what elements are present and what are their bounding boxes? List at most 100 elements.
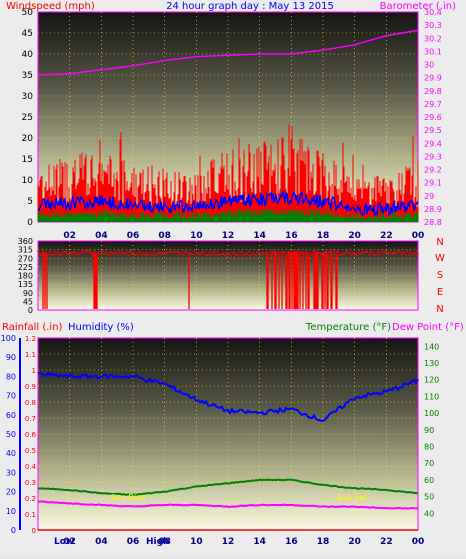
barometer-tick-label: 29 — [424, 192, 434, 201]
time-tick-label: 08 — [158, 537, 171, 547]
humidity-axis: 0 10 20 30 40 50 60 70 80 90 100 — [1, 334, 21, 535]
humidity-tick-label: 100 — [1, 334, 16, 343]
time-tick-label: 04 — [95, 537, 108, 547]
temperature-panel-time-axis: 02 04 06 08 10 12 14 16 18 20 22 00 — [63, 537, 424, 547]
barometer-tick-label: 29.2 — [424, 166, 442, 175]
windspeed-tick-label: 50 — [22, 8, 34, 18]
windspeed-average-series — [37, 189, 419, 216]
compass-label: W — [435, 253, 445, 264]
direction-series — [37, 249, 419, 310]
windspeed-tick-label: 15 — [22, 155, 33, 165]
rainfall-tick-label: 0.9 — [25, 383, 36, 391]
windspeed-tick-label: 10 — [22, 176, 34, 186]
rainfall-tick-label: 0.5 — [25, 447, 36, 455]
time-tick-label: 10 — [190, 537, 203, 547]
compass-label: S — [437, 270, 443, 281]
temperature-tick-label: 100 — [424, 409, 439, 418]
barometer-tick-label: 30.1 — [424, 47, 442, 56]
header-windspeed-label: Windspeed (mph) — [6, 1, 95, 12]
rainfall-tick-label: 1 — [32, 367, 36, 375]
direction-tick-label: 225 — [18, 263, 33, 272]
humidity-tick-label: 40 — [6, 449, 16, 458]
time-tick-label: 02 — [63, 231, 76, 241]
rainfall-tick-label: 0.8 — [25, 399, 36, 407]
time-tick-label: 22 — [380, 537, 393, 547]
wind-panel-series — [37, 29, 419, 222]
humidity-tick-label: 10 — [6, 507, 16, 516]
time-tick-label: 18 — [317, 537, 330, 547]
temperature-tick-label: 90 — [424, 426, 434, 435]
windspeed-tick-label: 45 — [22, 29, 33, 39]
rainfall-tick-label: 0.6 — [25, 431, 37, 439]
windspeed-tick-label: 40 — [22, 50, 34, 60]
wind-panel-time-axis: 02 04 06 08 10 12 14 16 18 20 22 00 — [63, 231, 424, 241]
sunrise-label: Sun Rise — [111, 493, 146, 502]
time-tick-label: 20 — [348, 231, 361, 241]
windspeed-low-series — [37, 207, 419, 222]
rainfall-tick-label: 1.2 — [25, 335, 36, 343]
rainfall-tick-label: 0.7 — [25, 415, 36, 423]
time-tick-label: 12 — [222, 537, 235, 547]
humidity-label: Humidity (%) — [68, 322, 134, 333]
direction-tick-label: 360 — [18, 237, 33, 246]
rainfall-tick-label: 0.1 — [25, 511, 36, 519]
barometer-tick-label: 29.1 — [424, 179, 442, 188]
temperature-tick-label: 70 — [424, 459, 434, 468]
low-marker-label: Low — [54, 537, 74, 547]
windspeed-tick-label: 30 — [22, 92, 34, 102]
time-tick-label: 00 — [412, 537, 425, 547]
humidity-tick-label: 0 — [11, 526, 16, 535]
time-tick-label: 06 — [127, 231, 140, 241]
temperature-tick-label: 140 — [424, 342, 439, 351]
rainfall-tick-label: 1.1 — [25, 351, 36, 359]
direction-tick-label: 45 — [23, 297, 33, 306]
high-marker-label: High — [146, 537, 169, 547]
time-tick-label: 14 — [253, 231, 266, 241]
temperature-series — [37, 478, 419, 496]
windspeed-tick-label: 35 — [22, 71, 33, 81]
temperature-axis: 40 50 60 70 80 90 100 110 120 130 140 — [424, 342, 439, 518]
barometer-tick-label: 28.8 — [424, 218, 442, 227]
direction-panel-grid — [38, 241, 418, 310]
rainfall-tick-label: 0.2 — [25, 495, 36, 503]
dewpoint-label: Dew Point (°F) — [392, 322, 464, 333]
direction-tick-label: 180 — [18, 272, 33, 281]
compass-label: E — [437, 287, 443, 298]
temperature-tick-label: 40 — [424, 509, 434, 518]
time-tick-label: 22 — [380, 231, 393, 241]
humidity-tick-label: 60 — [6, 411, 16, 420]
time-tick-label: 20 — [348, 537, 361, 547]
time-tick-label: 04 — [95, 231, 108, 241]
direction-series — [37, 249, 419, 310]
barometer-tick-label: 30.2 — [424, 34, 442, 43]
windspeed-tick-label: 5 — [27, 197, 33, 207]
time-tick-label: 00 — [412, 231, 425, 241]
temperature-panel-grid — [38, 338, 418, 530]
time-tick-label: 14 — [253, 537, 266, 547]
humidity-tick-label: 70 — [6, 392, 16, 401]
direction-tick-label: 315 — [18, 246, 33, 255]
temperature-tick-label: 80 — [424, 443, 434, 452]
barometer-tick-label: 29.7 — [424, 100, 442, 109]
rainfall-tick-label: 0 — [32, 527, 36, 535]
temperature-tick-label: 60 — [424, 476, 434, 485]
time-tick-label: 12 — [222, 231, 235, 241]
barometer-series — [37, 29, 419, 76]
barometer-tick-label: 29.5 — [424, 126, 442, 135]
rainfall-tick-label: 0.4 — [25, 463, 37, 471]
windspeed-axis: 0 5 10 15 20 25 30 35 40 45 50 — [22, 8, 34, 228]
header-barometer-label: Barometer (.in) — [380, 1, 456, 12]
time-tick-label: 16 — [285, 231, 298, 241]
compass-label: N — [436, 304, 443, 315]
wind-panel-grid — [38, 12, 418, 222]
time-tick-label: 18 — [317, 231, 330, 241]
humidity-tick-label: 90 — [6, 353, 16, 362]
temperature-tick-label: 120 — [424, 376, 439, 385]
compass-label: N — [436, 237, 443, 248]
temperature-label: Temperature (°F) — [305, 322, 391, 333]
temperature-panel-series — [37, 371, 419, 531]
direction-tick-label: 90 — [23, 289, 33, 298]
time-tick-label: 06 — [127, 537, 140, 547]
